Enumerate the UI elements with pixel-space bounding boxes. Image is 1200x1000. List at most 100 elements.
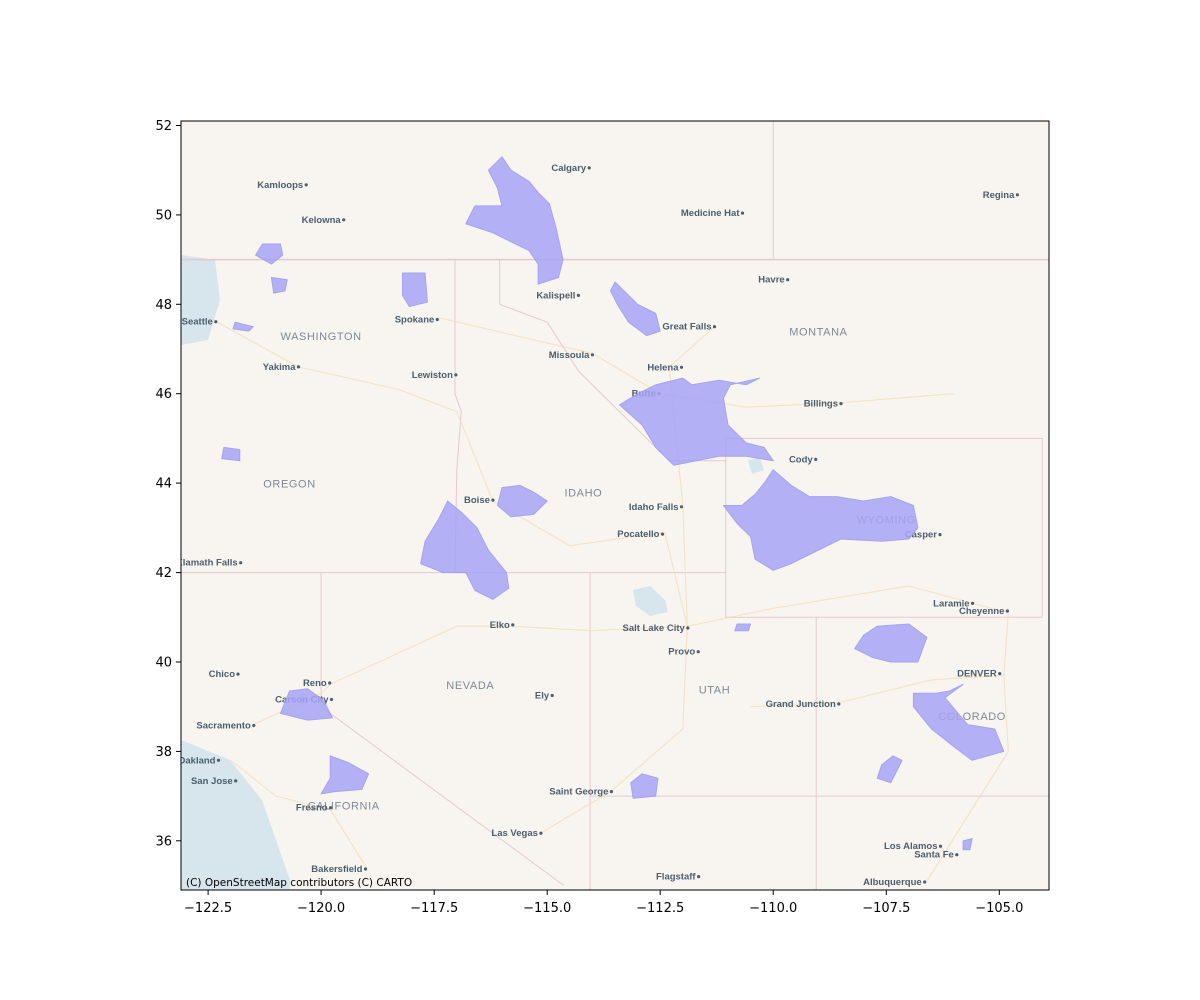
area-sawtooth[interactable] [497,484,548,518]
city-labels: Calgary Kamloops Kelowna Medicine Hat Regina… [181,163,1020,888]
city-label: Salt Lake City [622,623,685,634]
city-label: Las Vegas [491,828,537,839]
y-tick-label: 44 [155,477,172,492]
area-rainier[interactable] [232,321,254,332]
area-yosemite[interactable] [320,755,370,795]
city-label: Saint George [549,787,608,798]
city-dot [938,533,942,537]
area-uinta-small[interactable] [734,623,752,632]
city-label: Bakersfield [311,864,362,875]
city-dot [342,218,346,222]
region-label: MONTANA [789,327,847,339]
x-tick-label: −120.0 [297,901,345,916]
city-dot [252,723,256,728]
border-line [725,437,1043,618]
y-tick-label: 40 [155,656,172,671]
city-label: Regina [983,190,1015,201]
city-label: Boise [464,495,490,506]
water-layer [181,255,764,890]
area-north-cascades[interactable] [255,243,284,265]
area-park-range[interactable] [854,623,928,663]
city-label: Lewiston [412,370,453,381]
city-dot [660,532,665,536]
city-dot [679,505,684,509]
city-dot [590,353,595,357]
city-dot [923,880,927,884]
city-label: Santa Fe [914,850,954,861]
city-label: Havre [758,275,784,286]
area-tahoe[interactable] [280,688,333,721]
area-owyhee[interactable] [420,500,510,600]
puget-sound [181,255,220,345]
road-line [216,321,688,627]
area-wind-river-absaroka[interactable] [723,469,919,571]
city-dot [938,844,943,848]
great-salt-lake [633,586,668,616]
basemap-land [181,121,1049,890]
area-okanogan[interactable] [402,272,428,307]
highlighted-areas[interactable] [221,156,1005,851]
city-dot [234,779,238,783]
area-glacier-region[interactable] [465,156,564,285]
city-dot [686,626,690,630]
area-sangre-small[interactable] [962,838,973,851]
city-dot [587,166,591,170]
y-tick-label: 52 [155,119,172,134]
y-tick-label: 46 [155,387,172,402]
x-tick-label: −105.0 [975,901,1023,916]
city-dot [814,457,818,461]
y-tick-label: 48 [155,298,172,313]
x-tick-label: −110.0 [749,901,797,916]
area-hood-region[interactable] [221,446,241,462]
city-label: DENVER [957,669,997,680]
city-dot [998,672,1002,676]
city-label: Reno [303,678,327,689]
city-dot [363,867,368,871]
city-dot [511,623,515,627]
y-axis: 36 38 40 42 44 46 48 50 52 [155,119,181,849]
region-label: IDAHO [564,488,602,500]
city-dot [550,693,554,698]
city-label: Casper [905,530,938,541]
axes-frame [180,120,1050,891]
city-label: Fresno [296,803,328,814]
city-label: Cody [789,454,813,465]
border-line [725,438,1043,618]
city-dot [329,697,334,702]
area-cascades-small[interactable] [270,277,288,294]
area-san-juan-small[interactable] [876,755,903,784]
city-dot [971,601,975,606]
y-tick-label: 50 [155,208,172,223]
city-label: Laramie [933,598,969,609]
city-label: Sacramento [196,721,251,732]
city-dot [1015,193,1020,197]
city-label: Grand Junction [766,699,836,710]
city-label: Yakima [263,362,296,373]
city-label: Kelowna [302,215,342,226]
city-dot [837,702,841,706]
area-bob-marshall[interactable] [610,281,661,337]
road-line [253,683,331,726]
yellowstone-lake [748,458,764,474]
city-label: Helena [647,362,679,373]
city-label: Provo [668,647,695,658]
map-plot-area[interactable]: WASHINGTONOREGONIDAHOMONTANAWYOMINGNEVAD… [176,121,1049,890]
y-tick-label: 42 [155,566,172,581]
area-greater-yellowstone-north[interactable] [619,377,774,466]
city-dot [696,650,700,654]
city-label: Flagstaff [656,872,696,883]
city-label: Billings [804,399,838,410]
city-label: Great Falls [662,322,711,333]
city-dot [239,561,243,565]
city-label: Pocatello [617,529,659,540]
city-label: Los Alamos [884,841,938,852]
area-collegiate[interactable] [912,683,1005,761]
y-tick-label: 36 [155,834,172,849]
area-zion-region[interactable] [630,773,659,799]
city-label: San Jose [191,776,233,787]
x-tick-label: −107.5 [862,901,910,916]
city-label: Spokane [395,315,435,326]
city-dot [576,293,581,297]
map-axes: WASHINGTONOREGONIDAHOMONTANAWYOMINGNEVAD… [155,119,1050,916]
region-label: UTAH [699,684,731,696]
